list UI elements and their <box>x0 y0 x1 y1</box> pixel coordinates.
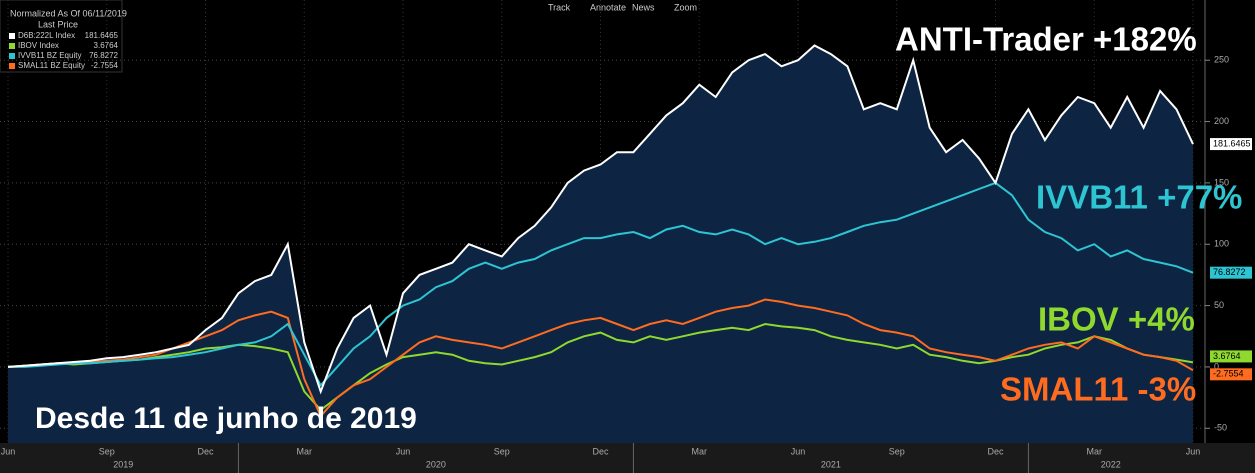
x-tick-label: Sep <box>889 446 905 456</box>
toolbar-button[interactable]: News <box>632 2 655 12</box>
y-tick-label: 50 <box>1214 300 1224 310</box>
x-tick-label: Dec <box>987 446 1004 456</box>
legend-swatch <box>9 33 15 39</box>
legend-label: IBOV Index <box>18 41 59 50</box>
y-tick-label: -50 <box>1214 423 1227 433</box>
last-value-label: -2.7554 <box>1213 369 1244 379</box>
legend-label: SMAL11 BZ Equity <box>18 61 85 70</box>
last-value-tag <box>1210 368 1252 381</box>
x-tick-label: Mar <box>297 446 313 456</box>
legend-value: -2.7554 <box>91 61 119 70</box>
toolbar-button[interactable]: Annotate <box>590 2 626 12</box>
x-group-label: 2020 <box>426 459 446 469</box>
y-tick-label: 100 <box>1214 239 1229 249</box>
last-value-tag <box>1210 350 1252 363</box>
last-value-label: 76.8272 <box>1213 267 1246 277</box>
y-tick-label: 200 <box>1214 116 1229 126</box>
annotation: ANTI-Trader +182% <box>895 21 1197 58</box>
x-tick-label: Sep <box>494 446 510 456</box>
legend-label: D6B:222L Index <box>18 31 75 40</box>
toolbar-button[interactable]: Zoom <box>674 2 697 12</box>
legend-value: 3.6764 <box>94 41 119 50</box>
annotation: IVVB11 +77% <box>1036 179 1242 216</box>
legend-swatch <box>9 43 15 49</box>
last-value-label: 3.6764 <box>1213 351 1241 361</box>
x-tick-label: Sep <box>99 446 115 456</box>
x-group-label: 2019 <box>113 459 133 469</box>
legend-value: 76.8272 <box>89 51 118 60</box>
legend-value: 181.6465 <box>85 31 119 40</box>
y-tick-label: 0 <box>1214 361 1219 371</box>
legend-swatch <box>9 63 15 69</box>
x-axis-band <box>0 443 1255 473</box>
x-tick-label: Dec <box>592 446 609 456</box>
annotation: IBOV +4% <box>1038 301 1195 338</box>
toolbar-button[interactable]: Track <box>548 2 571 12</box>
line <box>7 298 1194 418</box>
x-tick-label: Mar <box>1087 446 1103 456</box>
x-group-label: 2021 <box>821 459 841 469</box>
annotation: SMAL11 -3% <box>1000 371 1196 408</box>
x-tick-label: Jun <box>1186 446 1201 456</box>
x-tick-label: Mar <box>692 446 708 456</box>
legend-swatch <box>9 53 15 59</box>
last-value-tag <box>1210 266 1252 279</box>
x-tick-label: Jun <box>791 446 806 456</box>
last-value-label: 181.6465 <box>1213 138 1251 148</box>
last-value-tag <box>1210 138 1252 151</box>
annotation: Desde 11 de junho de 2019 <box>35 402 417 435</box>
legend-subtitle: Last Price <box>38 19 78 29</box>
x-group-label: 2022 <box>1101 459 1121 469</box>
y-tick-label: 150 <box>1214 177 1229 187</box>
legend-label: IVVB11 BZ Equity <box>18 51 81 60</box>
legend-title: Normalized As Of 06/11/2019 <box>10 8 127 18</box>
line <box>7 44 1194 395</box>
x-tick-label: Jun <box>1 446 16 456</box>
x-tick-label: Jun <box>396 446 411 456</box>
y-tick-label: 250 <box>1214 55 1229 65</box>
x-tick-label: Dec <box>197 446 214 456</box>
